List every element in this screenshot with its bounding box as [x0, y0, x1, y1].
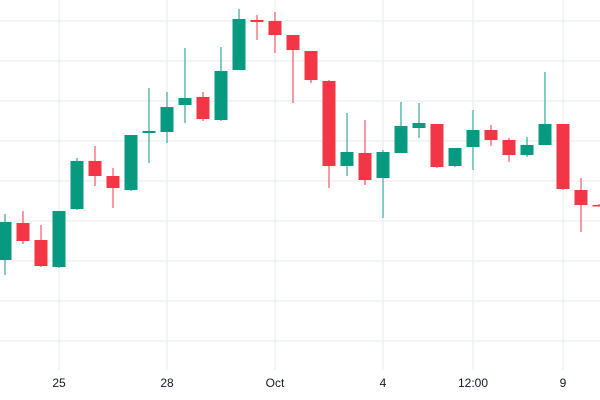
candle-body	[502, 140, 516, 155]
candle-body	[286, 35, 300, 50]
candle-body	[178, 98, 192, 105]
candle-body	[16, 223, 30, 241]
candle-body	[556, 124, 570, 189]
candle-body	[592, 205, 600, 207]
candle-body	[448, 148, 462, 166]
candle-body	[304, 51, 318, 80]
candle-body	[376, 152, 390, 178]
candle-body	[394, 126, 408, 153]
candle-body	[196, 97, 210, 119]
candle-body	[574, 190, 588, 205]
candle-body	[88, 161, 102, 176]
candle-body	[466, 130, 480, 147]
candle-body	[358, 153, 372, 180]
candle-body	[70, 161, 84, 209]
candle-body	[0, 222, 12, 260]
candle-body	[520, 145, 534, 155]
candle-body	[160, 107, 174, 132]
candle-body	[250, 20, 264, 22]
candle-body	[430, 124, 444, 167]
x-tick-label: 28	[160, 376, 174, 390]
candle-body	[142, 131, 156, 133]
candle-body	[484, 130, 498, 140]
x-tick-label: Oct	[266, 376, 285, 390]
candle-body	[124, 135, 138, 190]
x-tick-label: 12:00	[458, 376, 488, 390]
candle-body	[106, 176, 120, 188]
x-tick-label: 9	[560, 376, 567, 390]
candle-body	[412, 123, 426, 128]
candle-body	[538, 124, 552, 145]
candle-body	[268, 21, 282, 35]
candle-body	[340, 152, 354, 166]
x-tick-label: 4	[380, 376, 387, 390]
candle-body	[322, 81, 336, 166]
candle-body	[52, 211, 66, 267]
x-tick-label: 25	[52, 376, 66, 390]
candle-body	[214, 71, 228, 120]
candle-body	[34, 240, 48, 266]
candle-body	[232, 19, 246, 70]
